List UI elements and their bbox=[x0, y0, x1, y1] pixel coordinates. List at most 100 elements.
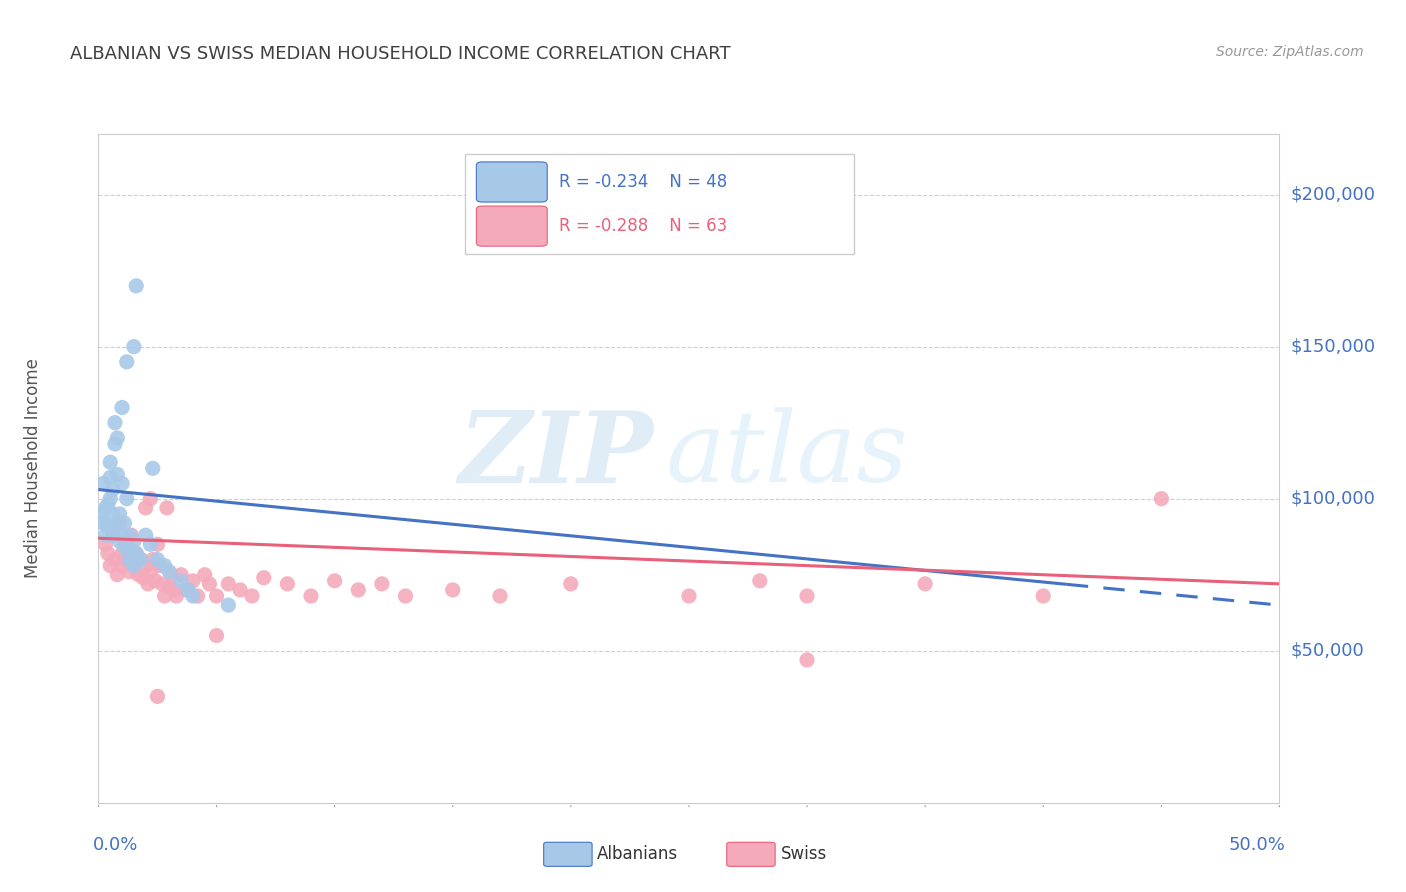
Point bbox=[165, 589, 187, 603]
Text: R = -0.288    N = 63: R = -0.288 N = 63 bbox=[560, 217, 727, 235]
Point bbox=[149, 558, 172, 573]
FancyBboxPatch shape bbox=[464, 154, 855, 254]
Point bbox=[139, 537, 162, 551]
Point bbox=[111, 546, 134, 560]
Point bbox=[135, 558, 157, 573]
Point bbox=[136, 577, 159, 591]
Point bbox=[142, 461, 165, 475]
Point bbox=[115, 491, 138, 506]
Point bbox=[97, 498, 120, 512]
Point bbox=[177, 582, 200, 597]
Point bbox=[111, 558, 134, 573]
Point bbox=[108, 507, 131, 521]
Point bbox=[111, 401, 134, 415]
Point bbox=[121, 528, 143, 542]
Point bbox=[129, 552, 152, 566]
Point bbox=[118, 565, 141, 579]
Point bbox=[91, 476, 114, 491]
Point bbox=[217, 577, 239, 591]
Text: Median Household Income: Median Household Income bbox=[24, 359, 42, 578]
Text: $150,000: $150,000 bbox=[1291, 338, 1375, 356]
Text: Swiss: Swiss bbox=[782, 846, 827, 863]
Point bbox=[394, 589, 416, 603]
Point bbox=[139, 565, 162, 579]
Text: R = -0.234    N = 48: R = -0.234 N = 48 bbox=[560, 173, 727, 191]
Point bbox=[94, 537, 117, 551]
Point bbox=[253, 571, 276, 585]
Point bbox=[174, 582, 197, 597]
Point bbox=[112, 516, 135, 530]
Point bbox=[132, 571, 155, 585]
Point bbox=[142, 552, 165, 566]
Point bbox=[135, 500, 157, 515]
Point bbox=[170, 567, 193, 582]
Point bbox=[181, 589, 204, 603]
Point bbox=[108, 516, 131, 530]
Point bbox=[205, 589, 228, 603]
Point bbox=[101, 528, 124, 542]
Point bbox=[150, 577, 173, 591]
Text: atlas: atlas bbox=[665, 408, 908, 502]
Point bbox=[489, 589, 512, 603]
Point bbox=[90, 507, 112, 521]
Point bbox=[115, 355, 138, 369]
Point bbox=[115, 537, 138, 551]
Point bbox=[276, 577, 298, 591]
Point bbox=[115, 552, 138, 566]
Point bbox=[98, 491, 121, 506]
Point bbox=[560, 577, 582, 591]
Point bbox=[157, 580, 180, 594]
Point bbox=[101, 483, 124, 497]
Point bbox=[323, 574, 346, 588]
Point bbox=[105, 467, 128, 482]
Point bbox=[156, 500, 179, 515]
Point bbox=[1150, 491, 1173, 506]
Point bbox=[181, 574, 204, 588]
Point bbox=[97, 519, 120, 533]
Point bbox=[125, 278, 148, 293]
Point bbox=[198, 577, 221, 591]
Point bbox=[112, 537, 135, 551]
Point bbox=[146, 690, 169, 704]
FancyBboxPatch shape bbox=[477, 206, 547, 246]
Point bbox=[143, 574, 166, 588]
Point bbox=[163, 582, 186, 597]
Text: $50,000: $50,000 bbox=[1291, 641, 1364, 660]
Point bbox=[240, 589, 263, 603]
Point bbox=[146, 537, 169, 551]
Point bbox=[98, 558, 121, 573]
FancyBboxPatch shape bbox=[727, 842, 775, 866]
Point bbox=[105, 516, 128, 530]
Text: Albanians: Albanians bbox=[596, 846, 678, 863]
Point bbox=[98, 470, 121, 484]
Point bbox=[121, 543, 143, 558]
Point bbox=[146, 552, 169, 566]
Point bbox=[128, 567, 150, 582]
Point bbox=[371, 577, 394, 591]
Point bbox=[153, 558, 176, 573]
Point bbox=[229, 582, 252, 597]
Point bbox=[105, 567, 128, 582]
Point bbox=[194, 567, 217, 582]
Point bbox=[101, 528, 124, 542]
Text: ALBANIAN VS SWISS MEDIAN HOUSEHOLD INCOME CORRELATION CHART: ALBANIAN VS SWISS MEDIAN HOUSEHOLD INCOM… bbox=[70, 45, 731, 62]
Point bbox=[111, 476, 134, 491]
Text: 0.0%: 0.0% bbox=[93, 837, 138, 855]
Point bbox=[125, 546, 148, 560]
Point bbox=[157, 565, 180, 579]
FancyBboxPatch shape bbox=[544, 842, 592, 866]
Point bbox=[94, 500, 117, 515]
Point bbox=[94, 528, 117, 542]
Point bbox=[101, 507, 124, 521]
Point bbox=[796, 653, 818, 667]
Point bbox=[135, 528, 157, 542]
Point bbox=[139, 491, 162, 506]
Point bbox=[105, 431, 128, 445]
Point bbox=[125, 546, 148, 560]
Point bbox=[347, 582, 370, 597]
Point bbox=[1032, 589, 1054, 603]
Point bbox=[122, 558, 145, 573]
Point bbox=[122, 340, 145, 354]
Point bbox=[108, 534, 131, 549]
Text: Source: ZipAtlas.com: Source: ZipAtlas.com bbox=[1216, 45, 1364, 59]
